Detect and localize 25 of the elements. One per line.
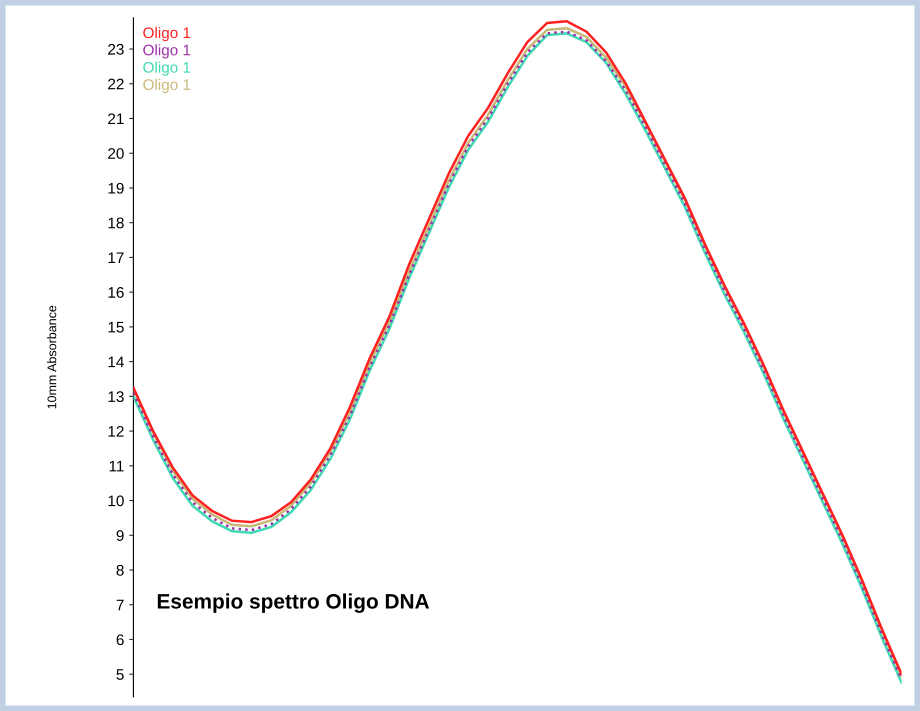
y-tick-label: 18 bbox=[108, 218, 124, 228]
y-tick-label: 14 bbox=[108, 356, 124, 368]
y-tick-label: 17 bbox=[108, 252, 124, 263]
y-tick-label: 7 bbox=[116, 600, 124, 610]
y-tick-label: 16 bbox=[108, 287, 124, 298]
y-tick-label: 9 bbox=[116, 530, 124, 541]
y-tick-label: 21 bbox=[108, 113, 124, 124]
y-tick-label: 5 bbox=[116, 669, 124, 680]
y-tick-label: 22 bbox=[108, 78, 124, 90]
y-axis-title: 10mm Absorbance bbox=[47, 306, 56, 408]
y-tick-label: 13 bbox=[108, 391, 124, 402]
y-tick-label: 8 bbox=[116, 564, 124, 576]
text: Oligo 1 bbox=[143, 26, 190, 42]
y-tick-label: 6 bbox=[116, 634, 124, 646]
y-tick-label: 19 bbox=[108, 182, 124, 194]
y-tick-label: 20 bbox=[108, 148, 124, 159]
y-tick-label: 15 bbox=[108, 322, 124, 333]
text: Oligo 1 bbox=[143, 62, 190, 76]
text: Oligo 1 bbox=[143, 78, 190, 94]
y-tick-label: 11 bbox=[110, 460, 124, 472]
y-tick-label: 23 bbox=[108, 44, 124, 55]
y-tick-label: 10 bbox=[108, 495, 124, 506]
annotation: Esempio spettro Oligo DNA bbox=[158, 593, 430, 613]
text: Oligo 1 bbox=[143, 44, 190, 58]
y-tick-label: 12 bbox=[108, 426, 124, 437]
